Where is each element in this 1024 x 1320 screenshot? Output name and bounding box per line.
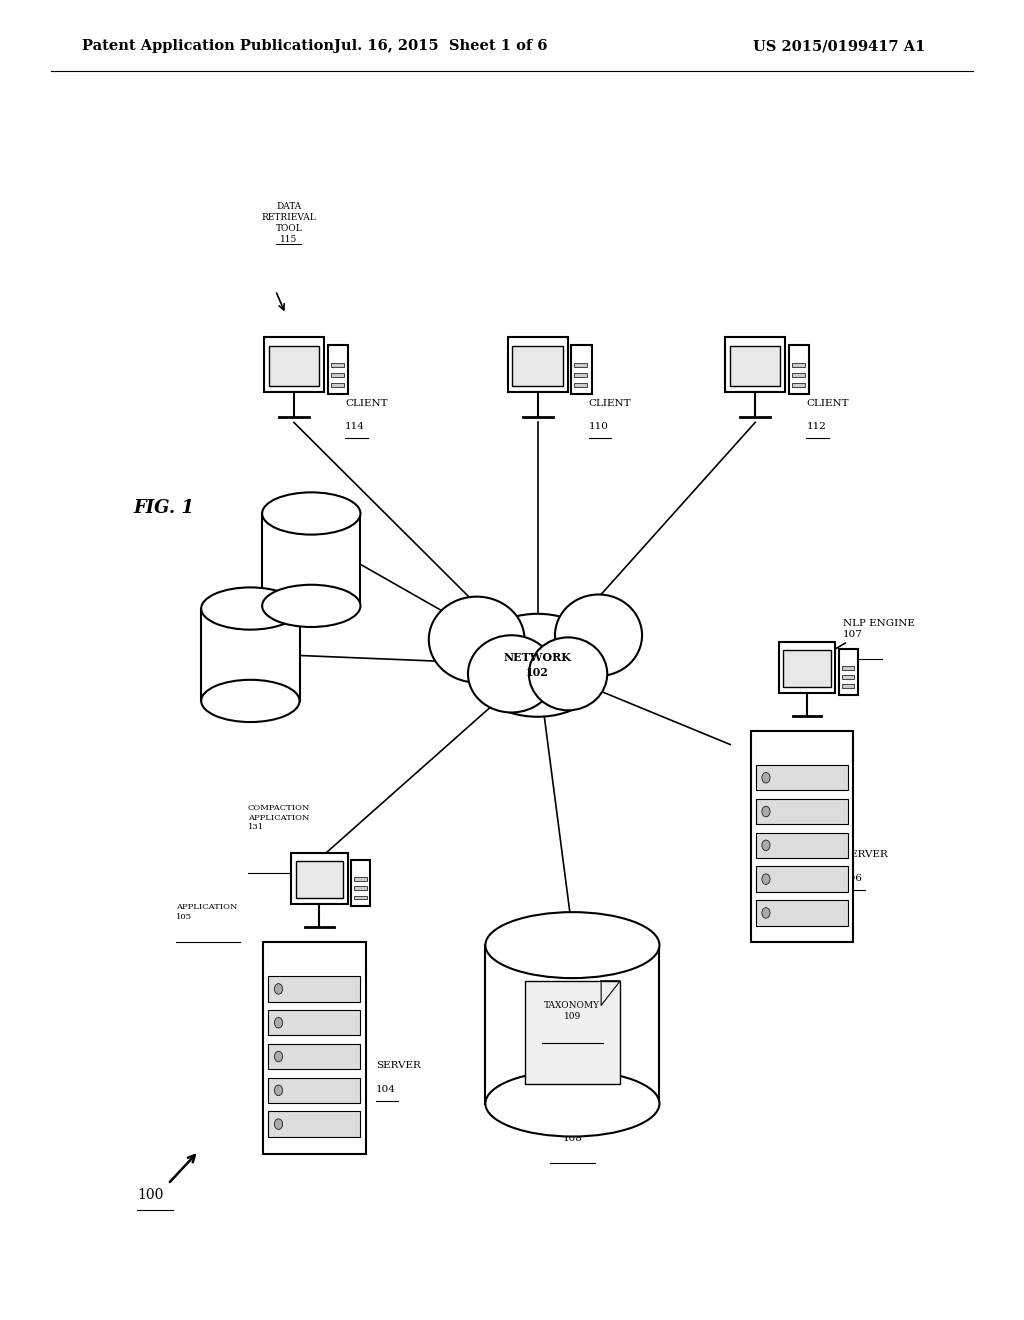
FancyBboxPatch shape xyxy=(268,977,360,1002)
Text: 114: 114 xyxy=(345,422,365,432)
Text: SERVER: SERVER xyxy=(376,1061,421,1071)
Text: STORAGE
108: STORAGE 108 xyxy=(546,1123,599,1143)
Text: 112: 112 xyxy=(807,422,826,432)
Text: Patent Application Publication: Patent Application Publication xyxy=(82,40,334,53)
FancyBboxPatch shape xyxy=(756,799,848,824)
FancyBboxPatch shape xyxy=(296,861,343,898)
FancyBboxPatch shape xyxy=(508,338,567,392)
FancyBboxPatch shape xyxy=(351,861,371,906)
FancyBboxPatch shape xyxy=(268,1077,360,1104)
Text: CLIENT: CLIENT xyxy=(345,399,388,408)
FancyBboxPatch shape xyxy=(842,675,854,678)
Bar xyxy=(485,945,659,1104)
Text: FIG. 1: FIG. 1 xyxy=(133,499,194,517)
Ellipse shape xyxy=(262,585,360,627)
FancyBboxPatch shape xyxy=(331,374,344,378)
FancyBboxPatch shape xyxy=(268,1010,360,1035)
Text: Jul. 16, 2015  Sheet 1 of 6: Jul. 16, 2015 Sheet 1 of 6 xyxy=(334,40,547,53)
FancyBboxPatch shape xyxy=(574,383,588,387)
Text: CLIENT: CLIENT xyxy=(807,399,849,408)
Text: NETWORK
102: NETWORK 102 xyxy=(504,652,571,678)
FancyBboxPatch shape xyxy=(291,853,348,904)
Ellipse shape xyxy=(429,597,524,682)
Ellipse shape xyxy=(555,594,642,676)
FancyBboxPatch shape xyxy=(842,665,854,669)
Text: 104: 104 xyxy=(376,1085,395,1094)
Text: NLP ENGINE
107: NLP ENGINE 107 xyxy=(843,619,914,639)
Circle shape xyxy=(274,1085,283,1096)
FancyBboxPatch shape xyxy=(842,684,854,688)
Ellipse shape xyxy=(485,1071,659,1137)
FancyBboxPatch shape xyxy=(788,345,809,395)
Ellipse shape xyxy=(468,635,555,713)
Ellipse shape xyxy=(262,492,360,535)
FancyBboxPatch shape xyxy=(730,346,780,385)
Text: SERVER: SERVER xyxy=(843,850,888,859)
Bar xyxy=(262,513,360,606)
FancyBboxPatch shape xyxy=(268,1044,360,1069)
FancyBboxPatch shape xyxy=(574,374,588,378)
Text: DATA
SOURCE
132: DATA SOURCE 132 xyxy=(221,589,269,620)
FancyBboxPatch shape xyxy=(268,1111,360,1137)
FancyBboxPatch shape xyxy=(756,766,848,791)
Text: US 2015/0199417 A1: US 2015/0199417 A1 xyxy=(754,40,926,53)
FancyBboxPatch shape xyxy=(783,649,830,686)
Text: 110: 110 xyxy=(589,422,608,432)
FancyBboxPatch shape xyxy=(756,900,848,925)
FancyBboxPatch shape xyxy=(354,886,367,890)
FancyBboxPatch shape xyxy=(756,866,848,892)
FancyBboxPatch shape xyxy=(328,345,348,395)
FancyBboxPatch shape xyxy=(512,346,563,385)
Circle shape xyxy=(762,908,770,919)
Circle shape xyxy=(762,807,770,817)
FancyBboxPatch shape xyxy=(354,876,367,880)
FancyBboxPatch shape xyxy=(524,981,621,1084)
Text: 106: 106 xyxy=(843,874,862,883)
Text: CLIENT: CLIENT xyxy=(589,399,632,408)
FancyBboxPatch shape xyxy=(792,363,805,367)
Circle shape xyxy=(762,772,770,783)
Ellipse shape xyxy=(201,680,300,722)
Text: DATA
SOURCE
134: DATA SOURCE 134 xyxy=(283,494,330,525)
Circle shape xyxy=(274,983,283,994)
Text: 100: 100 xyxy=(137,1188,164,1203)
FancyBboxPatch shape xyxy=(331,383,344,387)
Ellipse shape xyxy=(485,912,659,978)
FancyBboxPatch shape xyxy=(331,363,344,367)
FancyBboxPatch shape xyxy=(574,363,588,367)
Text: COMPACTION
APPLICATION
131: COMPACTION APPLICATION 131 xyxy=(248,804,310,832)
Ellipse shape xyxy=(529,638,607,710)
FancyBboxPatch shape xyxy=(792,383,805,387)
FancyBboxPatch shape xyxy=(725,338,785,392)
Text: DATA
RETRIEVAL
TOOL
115: DATA RETRIEVAL TOOL 115 xyxy=(261,202,316,244)
FancyBboxPatch shape xyxy=(571,345,592,395)
FancyBboxPatch shape xyxy=(264,338,324,392)
FancyBboxPatch shape xyxy=(354,895,367,899)
Bar xyxy=(201,609,299,701)
Circle shape xyxy=(762,874,770,884)
Circle shape xyxy=(274,1119,283,1130)
FancyBboxPatch shape xyxy=(268,346,319,385)
Circle shape xyxy=(274,1018,283,1028)
Text: TAXONOMY
109: TAXONOMY 109 xyxy=(545,1001,600,1022)
Circle shape xyxy=(762,840,770,850)
FancyBboxPatch shape xyxy=(778,642,836,693)
Ellipse shape xyxy=(201,587,300,630)
Circle shape xyxy=(274,1051,283,1061)
FancyBboxPatch shape xyxy=(751,731,853,942)
FancyBboxPatch shape xyxy=(756,833,848,858)
FancyBboxPatch shape xyxy=(839,648,858,694)
Ellipse shape xyxy=(468,614,607,717)
Text: APPLICATION
105: APPLICATION 105 xyxy=(176,903,238,920)
FancyBboxPatch shape xyxy=(792,374,805,378)
FancyBboxPatch shape xyxy=(263,942,366,1154)
